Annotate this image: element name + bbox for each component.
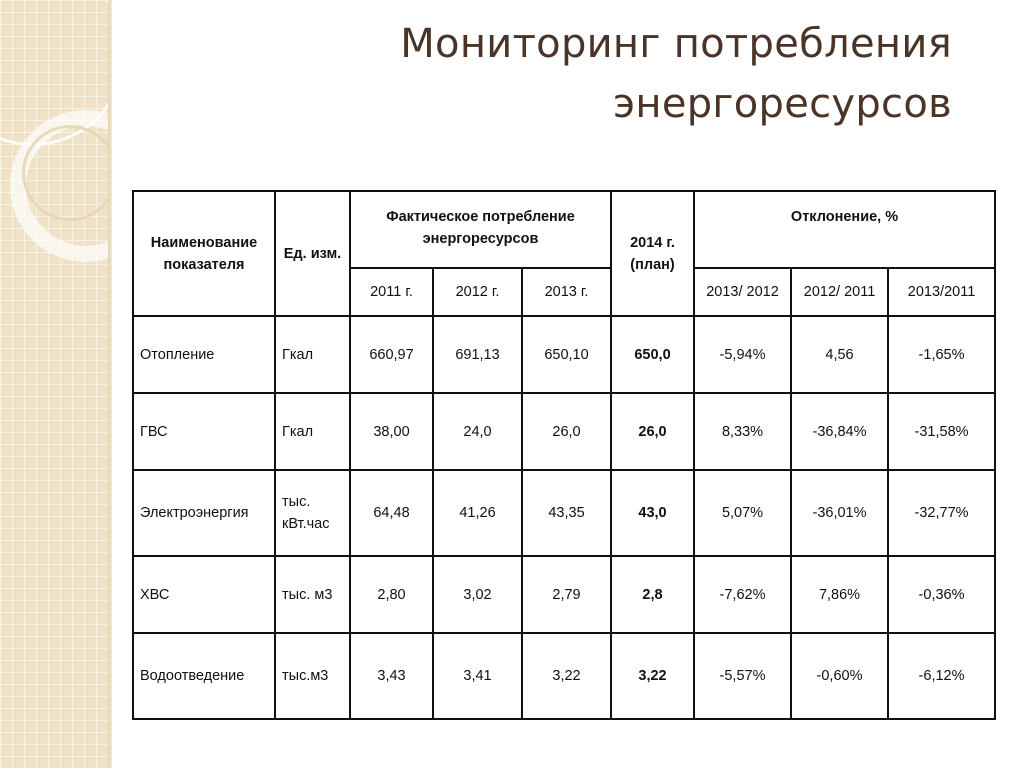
cell-plan: 3,22 [610, 632, 696, 720]
table-row: ХВС тыс. м3 2,80 3,02 2,79 2,8 -7,62% 7,… [132, 555, 997, 634]
cell-2013: 3,22 [520, 632, 613, 720]
cell-2012: 41,26 [432, 469, 523, 557]
header-deviation-col: 2013/2011 [887, 267, 997, 317]
cell-plan: 650,0 [610, 315, 696, 394]
cell-plan: 43,0 [610, 469, 696, 557]
cell-unit: Гкал [274, 392, 351, 471]
header-year: 2011 г. [349, 267, 434, 317]
slide-title: Мониторинг потребления энергоресурсов [252, 14, 952, 134]
cell-2012: 3,02 [432, 555, 523, 634]
table-row: ГВС Гкал 38,00 24,0 26,0 26,0 8,33% -36,… [132, 392, 997, 471]
cell-dev-2013-2011: -1,65% [887, 315, 997, 394]
cell-2012: 24,0 [432, 392, 523, 471]
cell-name: ГВС [132, 392, 276, 471]
table-row: Водоотведение тыс.м3 3,43 3,41 3,22 3,22… [132, 632, 997, 720]
header-year: 2013 г. [520, 267, 613, 317]
cell-2011: 64,48 [349, 469, 434, 557]
cell-name: Отопление [132, 315, 276, 394]
cell-dev-2013-2012: 8,33% [693, 392, 793, 471]
cell-dev-2013-2012: -5,57% [693, 632, 793, 720]
cell-2011: 2,80 [349, 555, 434, 634]
cell-dev-2013-2011: -32,77% [887, 469, 997, 557]
header-name: Наименование показателя [132, 190, 276, 317]
table-subheader-row: 2011 г. 2012 г. 2013 г. 2013/ 2012 2012/… [133, 267, 997, 317]
cell-unit: тыс. м3 [274, 555, 351, 634]
cell-dev-2013-2011: -6,12% [887, 632, 997, 720]
cell-2013: 26,0 [520, 392, 613, 471]
cell-dev-2013-2011: -31,58% [887, 392, 997, 471]
title-line-2: энергоресурсов [613, 81, 952, 127]
header-unit: Ед. изм. [274, 190, 351, 317]
decorative-ring [22, 125, 112, 221]
table-header-row: Наименование показателя Ед. изм. Фактиче… [132, 190, 997, 317]
decorative-side-panel [0, 0, 112, 768]
header-plan: 2014 г. (план) [610, 190, 696, 317]
cell-2011: 660,97 [349, 315, 434, 394]
header-actual: Фактическое потребление энергоресурсов [348, 190, 613, 269]
header-year: 2012 г. [432, 267, 523, 317]
cell-2011: 38,00 [349, 392, 434, 471]
cell-2013: 650,10 [520, 315, 613, 394]
cell-dev-2012-2011: -36,01% [790, 469, 890, 557]
cell-2013: 2,79 [520, 555, 613, 634]
table-row: Отопление Гкал 660,97 691,13 650,10 650,… [132, 315, 997, 394]
cell-dev-2013-2012: 5,07% [693, 469, 793, 557]
header-deviation-col: 2012/ 2011 [790, 267, 890, 317]
table-row: Электроэнергия тыс. кВт.час 64,48 41,26 … [132, 469, 997, 557]
cell-dev-2013-2011: -0,36% [887, 555, 997, 634]
cell-plan: 26,0 [610, 392, 696, 471]
cell-name: ХВС [132, 555, 276, 634]
cell-dev-2012-2011: -0,60% [790, 632, 890, 720]
cell-name: Электроэнергия [132, 469, 276, 557]
title-line-1: Мониторинг потребления [400, 21, 952, 67]
energy-consumption-table: Наименование показателя Ед. изм. Фактиче… [132, 190, 997, 720]
cell-dev-2012-2011: 7,86% [790, 555, 890, 634]
cell-dev-2013-2012: -7,62% [693, 555, 793, 634]
cell-name: Водоотведение [132, 632, 276, 720]
cell-2012: 3,41 [432, 632, 523, 720]
cell-2011: 3,43 [349, 632, 434, 720]
cell-dev-2012-2011: 4,56 [790, 315, 890, 394]
cell-plan: 2,8 [610, 555, 696, 634]
cell-unit: тыс. кВт.час [274, 469, 351, 557]
cell-unit: Гкал [274, 315, 351, 394]
cell-2012: 691,13 [432, 315, 523, 394]
cell-dev-2012-2011: -36,84% [790, 392, 890, 471]
header-deviation-col: 2013/ 2012 [693, 267, 793, 317]
cell-dev-2013-2012: -5,94% [693, 315, 793, 394]
header-deviation: Отклонение, % [693, 190, 997, 269]
cell-2013: 43,35 [520, 469, 613, 557]
cell-unit: тыс.м3 [274, 632, 351, 720]
